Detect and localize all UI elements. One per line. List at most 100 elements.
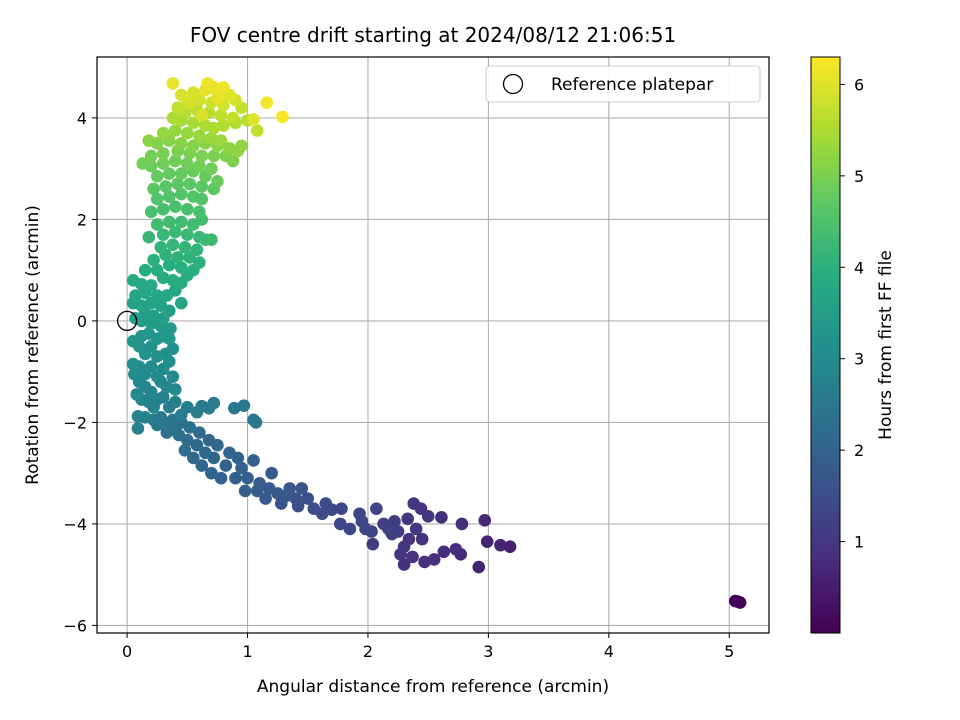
data-point xyxy=(175,215,188,229)
data-point xyxy=(150,289,164,302)
data-point xyxy=(131,422,145,435)
x-tick-label: 3 xyxy=(483,642,493,661)
data-point xyxy=(190,438,204,452)
data-point xyxy=(162,167,176,181)
colorbar-label: Hours from first FF file xyxy=(876,250,896,440)
data-point xyxy=(295,482,309,495)
data-point xyxy=(226,154,240,168)
data-point xyxy=(343,522,357,536)
data-point xyxy=(181,400,194,414)
data-point xyxy=(455,517,469,531)
y-tick-label: −4 xyxy=(63,515,87,534)
data-point xyxy=(150,192,164,206)
data-point xyxy=(178,241,192,254)
reference-platepar-point xyxy=(116,310,138,332)
data-point xyxy=(214,109,228,122)
data-point xyxy=(181,157,194,170)
data-point xyxy=(211,91,224,104)
data-point xyxy=(166,111,180,125)
colorbar: 1 2 3 4 5 6 Hours from first FF file xyxy=(810,56,896,634)
data-point xyxy=(199,446,212,460)
data-point xyxy=(249,416,263,429)
data-point xyxy=(409,522,423,536)
data-point xyxy=(301,492,315,505)
data-point xyxy=(150,169,164,183)
data-point xyxy=(156,147,170,160)
data-point xyxy=(229,471,242,485)
colorbar-tick-label: 2 xyxy=(854,441,864,460)
data-point xyxy=(171,177,184,191)
data-point xyxy=(166,77,180,90)
data-point xyxy=(205,131,218,145)
data-point xyxy=(126,357,140,371)
data-point xyxy=(193,129,206,142)
x-axis-ticks: 0 1 2 3 4 5 xyxy=(122,633,734,661)
data-point xyxy=(166,342,180,356)
data-point xyxy=(175,187,188,201)
data-point xyxy=(150,370,164,384)
data-point xyxy=(154,241,168,254)
data-point xyxy=(183,96,197,109)
x-tick-label: 1 xyxy=(242,642,252,661)
legend: Reference platepar xyxy=(485,65,761,103)
data-point xyxy=(187,139,200,153)
data-point xyxy=(494,538,507,552)
data-point xyxy=(238,484,252,498)
data-point xyxy=(126,273,140,287)
data-point xyxy=(259,492,272,505)
data-point xyxy=(195,180,209,193)
data-point xyxy=(156,157,170,170)
data-point xyxy=(307,502,321,515)
data-point xyxy=(480,535,494,548)
data-point xyxy=(397,540,411,554)
data-point xyxy=(168,124,182,137)
x-tick-label: 2 xyxy=(363,642,373,661)
data-points xyxy=(126,77,747,609)
data-point xyxy=(154,299,168,312)
data-point xyxy=(731,595,744,608)
data-point xyxy=(162,258,176,272)
data-point xyxy=(421,509,435,523)
y-axis-label: Rotation from reference (arcmin) xyxy=(23,205,43,485)
y-tick-label: 0 xyxy=(77,312,87,331)
colorbar-gradient xyxy=(811,57,840,633)
data-point xyxy=(175,296,188,310)
data-point xyxy=(159,180,172,193)
data-point xyxy=(478,514,492,527)
data-point xyxy=(397,558,411,571)
data-point xyxy=(187,86,200,99)
data-point xyxy=(168,225,182,239)
data-point xyxy=(377,517,390,531)
data-point xyxy=(353,507,366,521)
data-point xyxy=(205,466,218,480)
colorbar-tick-label: 3 xyxy=(854,350,864,369)
data-point xyxy=(142,327,156,340)
data-point xyxy=(175,167,188,181)
x-tick-label: 5 xyxy=(724,642,734,661)
data-point xyxy=(193,205,206,219)
data-point xyxy=(406,550,419,564)
data-point xyxy=(193,256,206,269)
data-point xyxy=(144,149,158,163)
data-point xyxy=(147,182,160,196)
data-point xyxy=(201,77,215,90)
data-point xyxy=(142,134,156,148)
y-axis-ticks: −6 −4 −2 0 2 4 xyxy=(63,109,97,635)
data-point xyxy=(175,88,188,102)
data-point xyxy=(131,410,145,423)
colorbar-tick-label: 4 xyxy=(854,258,864,277)
data-point xyxy=(211,175,224,188)
data-point xyxy=(150,218,164,231)
legend-label-reference: Reference platepar xyxy=(551,75,713,95)
plot-frame xyxy=(96,56,770,634)
data-point xyxy=(265,466,278,480)
data-point xyxy=(183,177,197,191)
colorbar-tick-label: 6 xyxy=(854,75,864,94)
data-point xyxy=(205,233,218,246)
data-point xyxy=(168,383,182,396)
data-point xyxy=(187,116,200,130)
data-point xyxy=(156,202,170,216)
data-point xyxy=(333,517,347,531)
data-point xyxy=(181,202,194,216)
data-point xyxy=(193,426,206,439)
